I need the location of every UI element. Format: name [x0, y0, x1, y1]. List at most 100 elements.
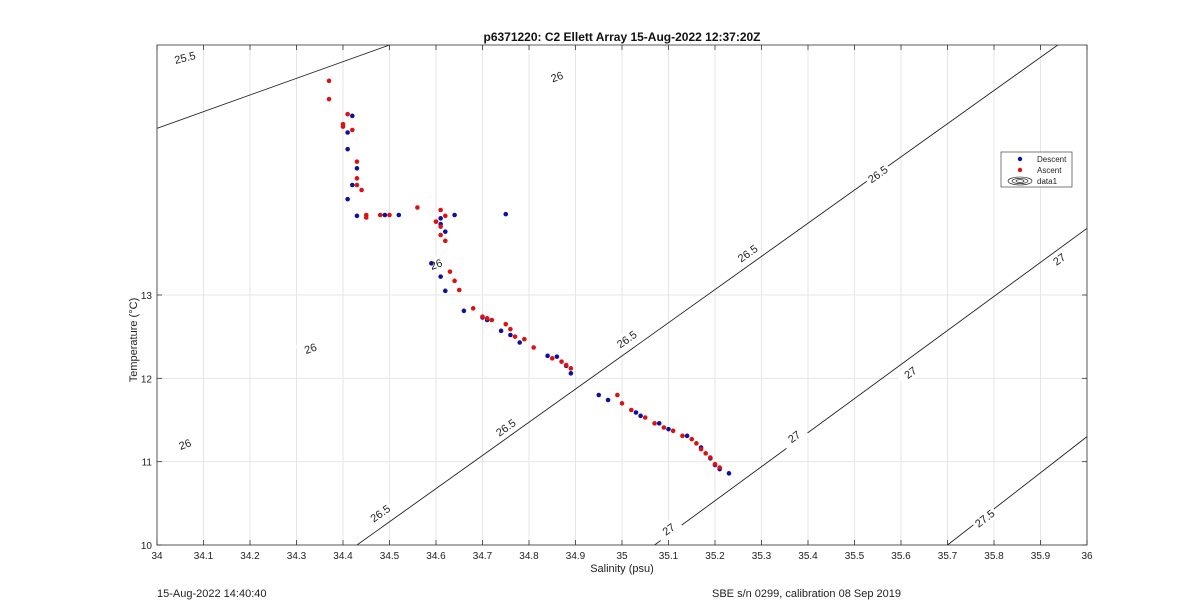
legend-marker [1017, 156, 1023, 162]
ascent-point [470, 306, 476, 311]
ascent-point [345, 111, 350, 117]
descent-point [350, 182, 355, 188]
ascent-point [689, 436, 695, 442]
ascent-point [503, 321, 509, 327]
ascent-point [354, 176, 360, 181]
x-tick-label: 35.7 [938, 551, 958, 562]
ascent-point [443, 213, 448, 219]
legend-label-ascent: Ascent [1037, 166, 1062, 175]
descent-point [438, 216, 443, 221]
ascent-point [438, 224, 443, 229]
contour-icon [1007, 176, 1033, 186]
contour-label-bg [491, 414, 521, 441]
descent-point [633, 410, 639, 415]
ascent-point [629, 407, 634, 413]
descent-point [429, 261, 434, 266]
ascent-point [326, 96, 332, 102]
ascent-point [484, 316, 490, 321]
legend-label-descent: Descent [1037, 155, 1067, 164]
descent-point [438, 274, 443, 279]
descent-point [726, 471, 732, 476]
ascent-point [377, 212, 383, 218]
contour-label: 26 [549, 70, 565, 85]
contour-label: 27 [786, 429, 803, 446]
x-tick-label: 35.5 [845, 551, 865, 562]
descent-point [461, 308, 467, 314]
x-tick-label: 34.6 [426, 551, 446, 562]
x-tick-label: 34.8 [519, 551, 539, 562]
legend: Descent Ascent data1 [1000, 151, 1073, 188]
descent-point [354, 213, 360, 219]
legend-label-data1: data1 [1037, 177, 1058, 186]
contour-label: 27 [1051, 252, 1068, 269]
ascent-point [703, 451, 708, 456]
x-tick-label: 35 [616, 551, 628, 562]
ascent-point [522, 336, 527, 342]
ascent-point [326, 78, 332, 84]
ascent-point [415, 205, 420, 210]
contour-label-bg [612, 325, 642, 353]
y-tick-label: 10 [141, 541, 153, 552]
descent-point [443, 229, 448, 234]
ascent-point [680, 433, 685, 439]
ascent-point [350, 127, 355, 133]
contour-label-bg [863, 160, 893, 188]
descent-point [684, 433, 690, 439]
x-axis-label: Salinity (psu) [590, 563, 654, 575]
x-tick-label: 35.9 [1031, 551, 1051, 562]
ascent-point [438, 207, 443, 213]
descent-point [345, 146, 350, 152]
ascent-point [698, 446, 704, 452]
descent-point [345, 196, 350, 202]
descent-point [354, 166, 360, 171]
contour-line [947, 436, 1087, 545]
ascent-point [456, 287, 462, 293]
ascent-point [438, 232, 443, 238]
x-tick-label: 34.1 [194, 551, 214, 562]
y-tick-label: 12 [141, 374, 153, 385]
descent-point [568, 371, 574, 376]
ascent-point [717, 465, 722, 470]
contour-label-bg [673, 0, 702, 13]
ascent-point [387, 212, 392, 218]
contour-label-bg [365, 500, 395, 527]
ascent-point [354, 159, 360, 164]
descent-point [554, 354, 560, 359]
ascent-point [359, 187, 364, 193]
ascent-point [568, 366, 574, 371]
ascent-point [340, 124, 346, 129]
descent-point [396, 212, 402, 218]
ascent-point [670, 428, 676, 434]
descent-point [345, 130, 350, 135]
legend-box [1000, 151, 1073, 188]
contour-line [356, 45, 1059, 545]
ascent-point [512, 334, 518, 339]
ascent-point [712, 461, 718, 467]
x-tick-label: 35.1 [659, 551, 679, 562]
ascent-point [363, 215, 369, 220]
ascent-point [652, 421, 657, 426]
chart-title: p6371220: C2 Ellett Array 15-Aug-2022 12… [483, 30, 760, 44]
ascent-point [531, 345, 536, 350]
ascent-point [354, 182, 360, 188]
contour-label-bg [170, 433, 200, 456]
ascent-point [708, 455, 713, 460]
ascent-point [549, 356, 555, 361]
descent-point [596, 392, 602, 398]
ascent-point [559, 359, 564, 364]
contour-label: 26 [680, 0, 696, 10]
contour-label-bg [779, 423, 809, 450]
contour-label-bg [295, 337, 326, 360]
descent-point [382, 212, 388, 218]
contour-label-bg [421, 253, 451, 276]
descent-point [517, 340, 522, 345]
ascent-point [563, 362, 569, 368]
contour-line [157, 45, 391, 129]
grid [156, 45, 1088, 546]
x-tick-label: 35.3 [752, 551, 772, 562]
contour-label-bg [732, 240, 763, 267]
x-tick-label: 34.4 [333, 551, 353, 562]
descent-point [498, 328, 504, 334]
ascent-point [508, 326, 513, 332]
